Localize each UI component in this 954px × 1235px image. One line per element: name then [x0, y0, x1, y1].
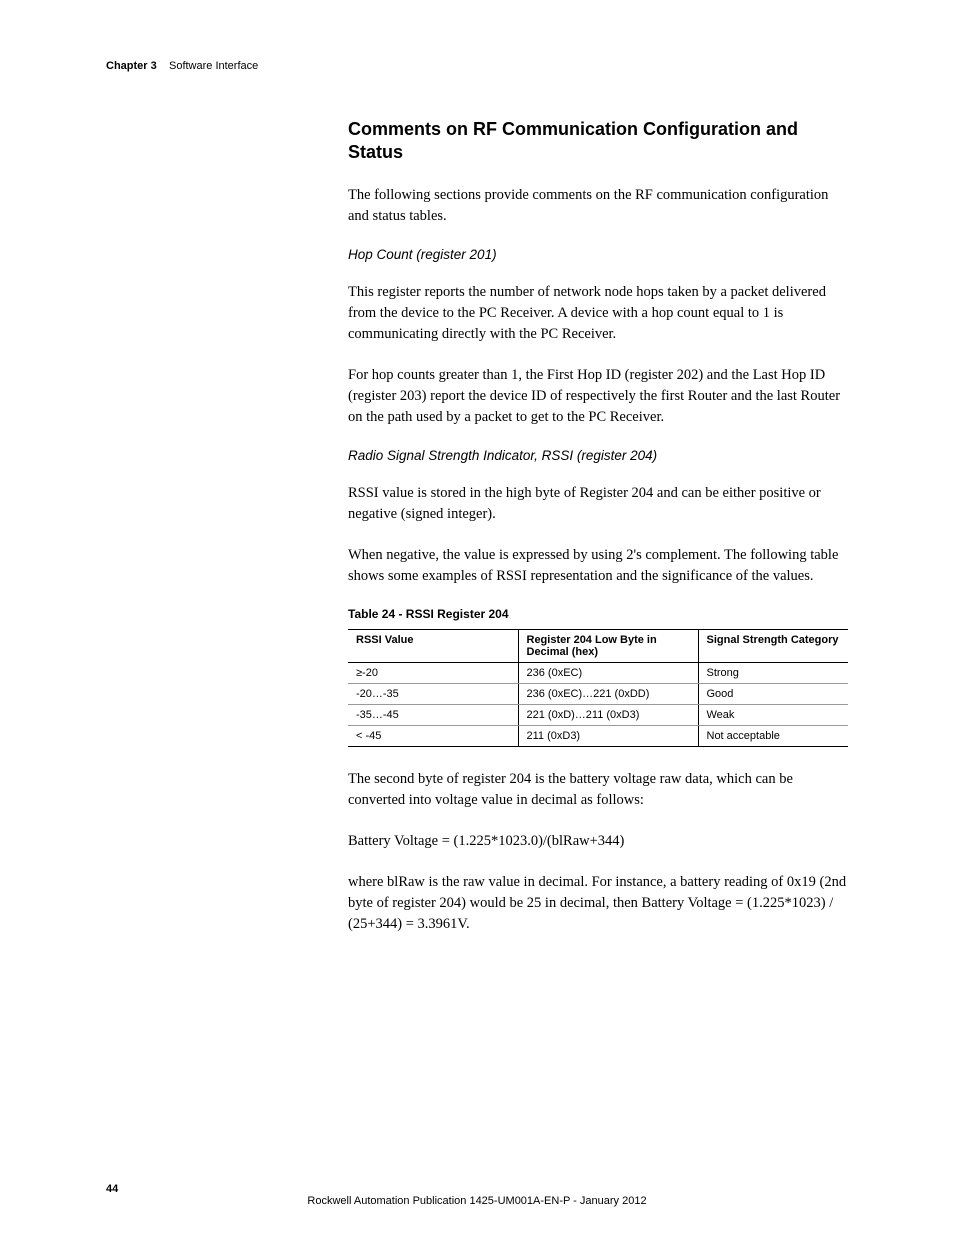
table-header: Register 204 Low Byte in Decimal (hex) — [518, 630, 698, 663]
after-table-p2: where blRaw is the raw value in decimal.… — [348, 872, 848, 935]
table-row: -20…-35 236 (0xEC)…221 (0xDD) Good — [348, 684, 848, 705]
table-caption: Table 24 - RSSI Register 204 — [348, 607, 848, 621]
page-footer: 44 Rockwell Automation Publication 1425-… — [106, 1183, 848, 1195]
table-header: Signal Strength Category — [698, 630, 848, 663]
table-cell: < -45 — [348, 726, 518, 747]
rssi-table: RSSI Value Register 204 Low Byte in Deci… — [348, 629, 848, 747]
section-title: Comments on RF Communication Configurati… — [348, 118, 848, 163]
chapter-label: Chapter 3 — [106, 60, 157, 72]
publication-info: Rockwell Automation Publication 1425-UM0… — [106, 1195, 848, 1207]
main-content: Comments on RF Communication Configurati… — [348, 118, 848, 935]
table-cell: 221 (0xD)…211 (0xD3) — [518, 705, 698, 726]
table-row: ≥-20 236 (0xEC) Strong — [348, 663, 848, 684]
rssi-p2: When negative, the value is expressed by… — [348, 545, 848, 587]
table-header-row: RSSI Value Register 204 Low Byte in Deci… — [348, 630, 848, 663]
table-cell: -20…-35 — [348, 684, 518, 705]
table-cell: Good — [698, 684, 848, 705]
hop-count-p2: For hop counts greater than 1, the First… — [348, 365, 848, 428]
chapter-title: Software Interface — [169, 60, 258, 72]
table-cell: Weak — [698, 705, 848, 726]
table-cell: ≥-20 — [348, 663, 518, 684]
table-row: < -45 211 (0xD3) Not acceptable — [348, 726, 848, 747]
formula: Battery Voltage = (1.225*1023.0)/(blRaw+… — [348, 831, 848, 852]
subsection-title-rssi: Radio Signal Strength Indicator, RSSI (r… — [348, 448, 848, 463]
rssi-p1: RSSI value is stored in the high byte of… — [348, 483, 848, 525]
table-cell: -35…-45 — [348, 705, 518, 726]
table-cell: Not acceptable — [698, 726, 848, 747]
after-table-p1: The second byte of register 204 is the b… — [348, 769, 848, 811]
table-cell: 236 (0xEC)…221 (0xDD) — [518, 684, 698, 705]
table-cell: Strong — [698, 663, 848, 684]
table-cell: 211 (0xD3) — [518, 726, 698, 747]
page-number: 44 — [106, 1183, 118, 1195]
table-row: -35…-45 221 (0xD)…211 (0xD3) Weak — [348, 705, 848, 726]
document-page: Chapter 3 Software Interface Comments on… — [0, 0, 954, 1235]
hop-count-p1: This register reports the number of netw… — [348, 282, 848, 345]
table-header: RSSI Value — [348, 630, 518, 663]
subsection-title-hop-count: Hop Count (register 201) — [348, 247, 848, 262]
table-cell: 236 (0xEC) — [518, 663, 698, 684]
intro-paragraph: The following sections provide comments … — [348, 185, 848, 227]
chapter-header: Chapter 3 Software Interface — [106, 60, 848, 72]
